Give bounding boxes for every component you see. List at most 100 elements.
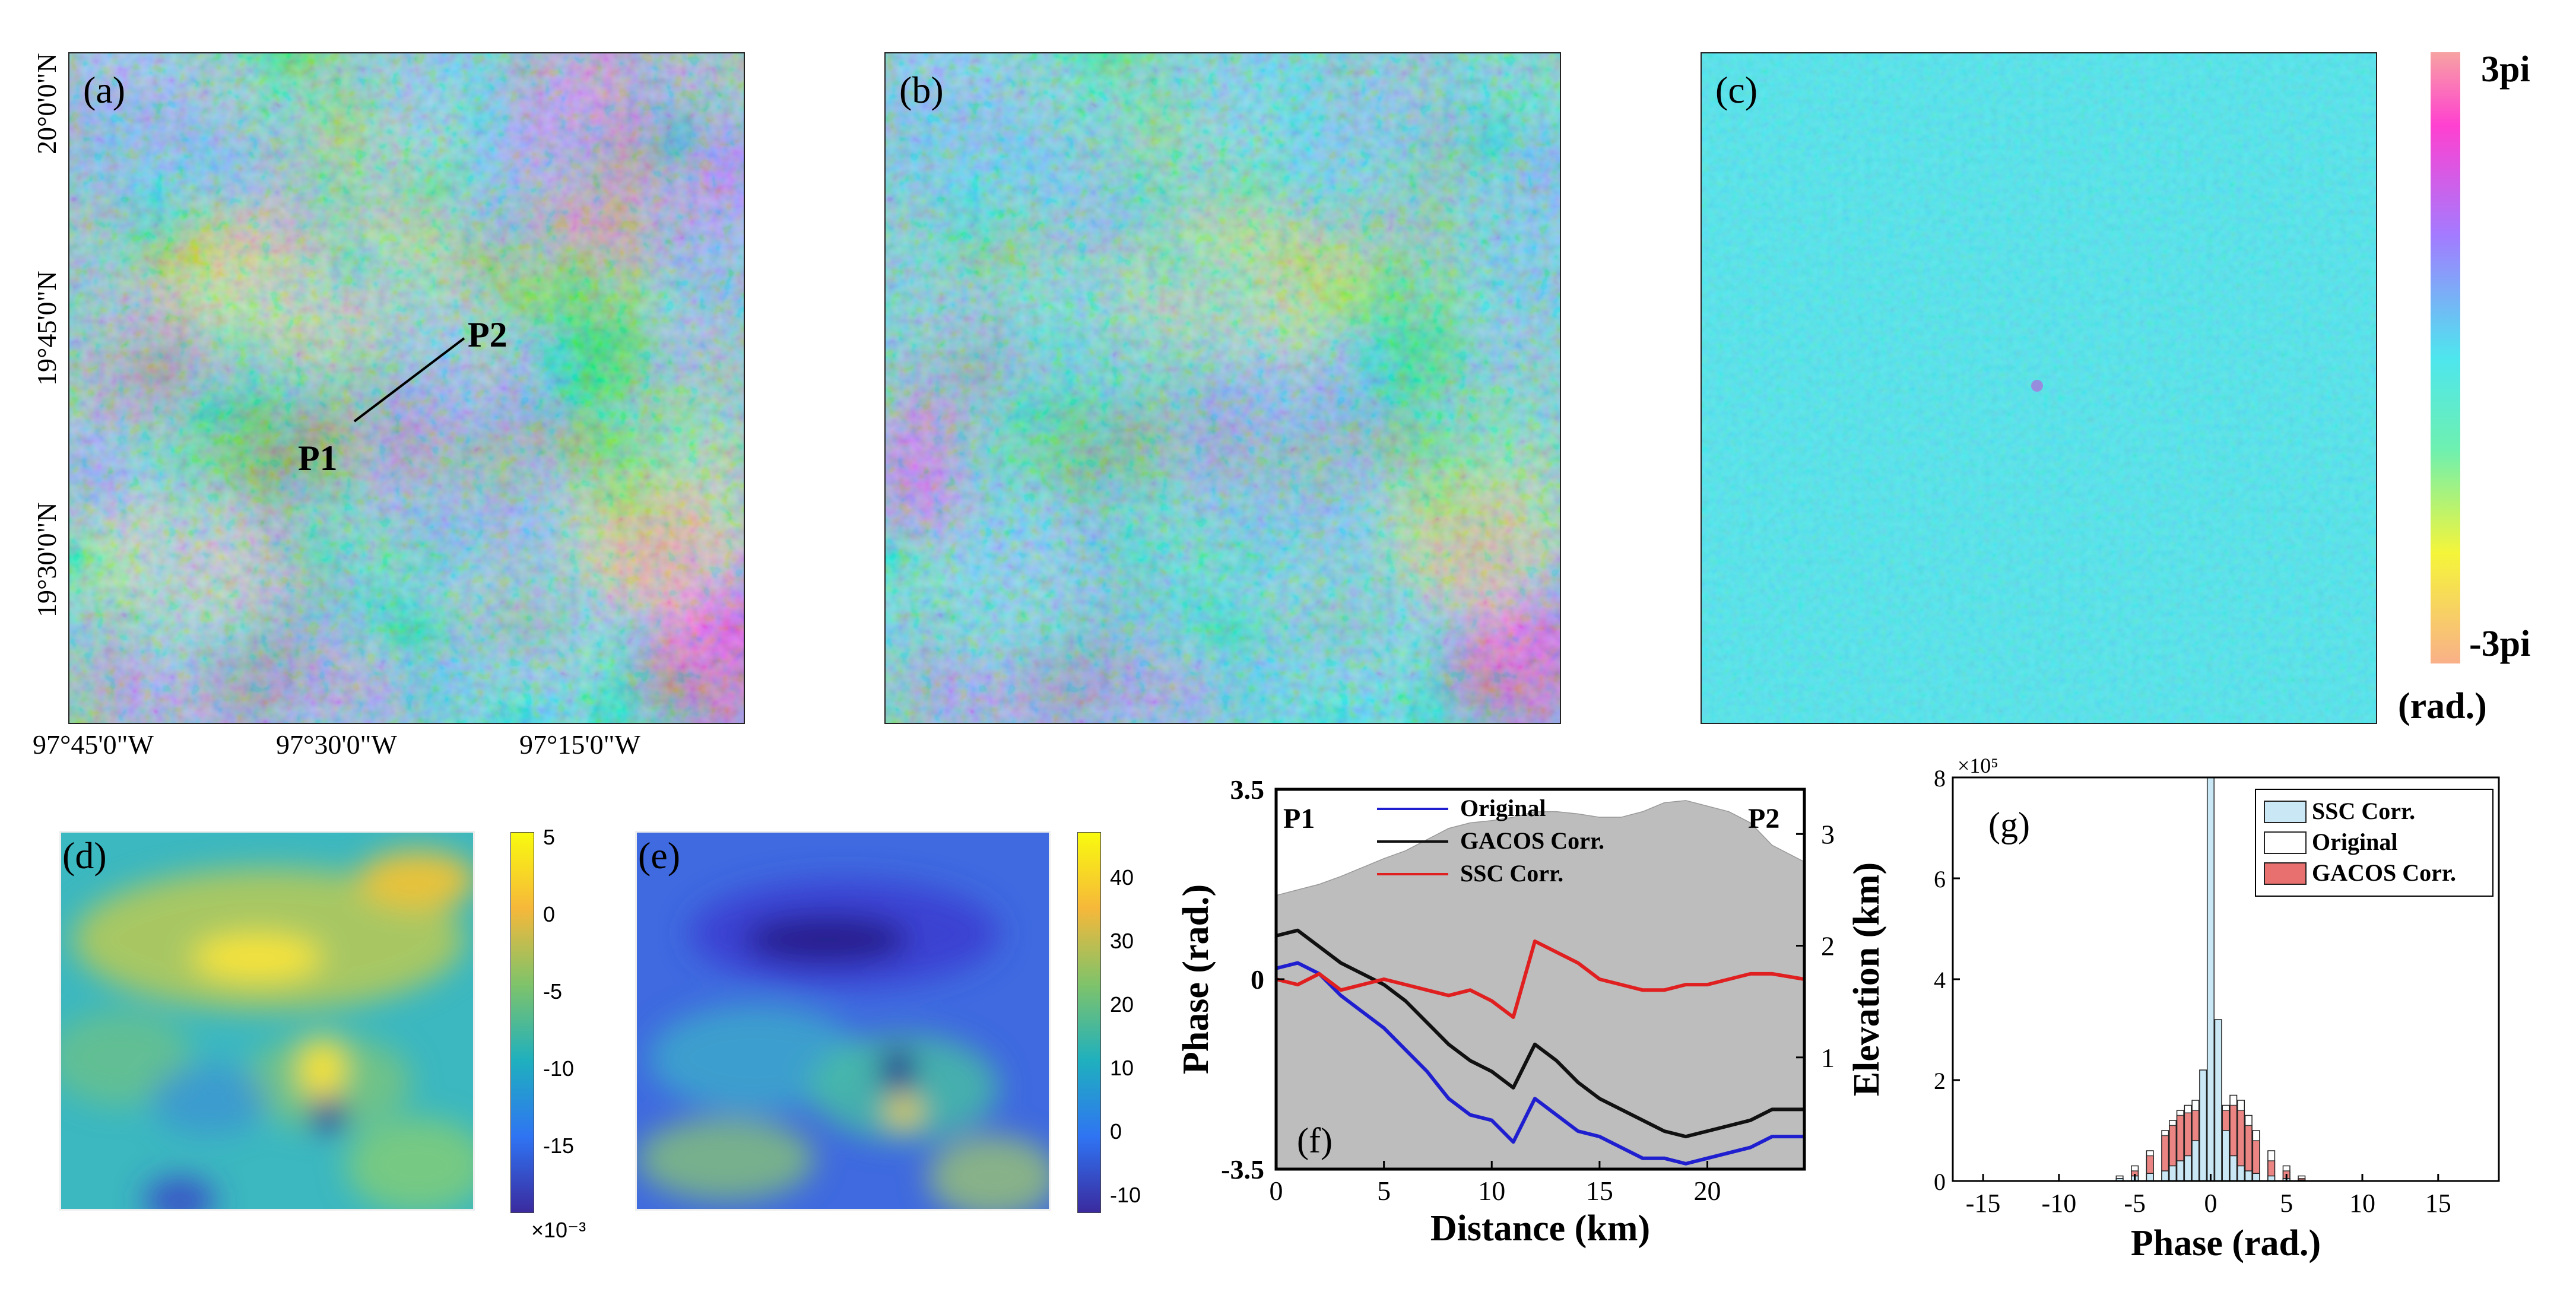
y-tick-label: -3.5 <box>1221 1154 1264 1185</box>
map-b-image <box>886 53 1560 723</box>
x-tick-label: -15 <box>1966 1189 2001 1218</box>
histogram-bar-ssc-corr- <box>2146 1173 2154 1182</box>
x-tick-label: 15 <box>1586 1176 1613 1206</box>
colorbar-d-exponent: ×10⁻³ <box>531 1218 586 1242</box>
colorbar-e-tick: -10 <box>1110 1183 1141 1207</box>
legend-label: GACOS Corr. <box>2312 859 2456 886</box>
histogram-bar-ssc-corr- <box>2214 1019 2222 1182</box>
y2-tick-label: 1 <box>1821 1043 1835 1073</box>
x-tick-label: 5 <box>2280 1189 2293 1218</box>
legend-label: Original <box>2312 828 2397 855</box>
histogram-bar-ssc-corr- <box>2184 1155 2192 1182</box>
profile-line <box>353 337 465 423</box>
y-tick-label: 8 <box>1934 765 1946 792</box>
profile-end-label: P2 <box>1748 803 1779 834</box>
histogram-chart: -15 -10 -5 0 5 10 15 0 2 4 6 8 ×10⁵ Phase (rad.) (g) SS… <box>1934 754 2500 1263</box>
lat-tick-label: 20°0'0"N <box>31 53 62 154</box>
panel-label-f: (f) <box>1297 1121 1333 1160</box>
y-tick-label: 0 <box>1934 1169 1946 1195</box>
x-tick-label: -5 <box>2124 1189 2146 1218</box>
lat-tick-label: 19°30'0"N <box>31 502 62 617</box>
y2-tick-label: 3 <box>1821 819 1835 849</box>
map-d-image <box>61 833 473 1209</box>
colorbar-e-tick: 20 <box>1110 992 1134 1017</box>
phase-colorbar <box>2431 52 2460 663</box>
histogram-bar-ssc-corr- <box>2199 1069 2207 1182</box>
map-panel-c <box>1701 52 2377 724</box>
x-tick-label: 0 <box>2204 1189 2217 1218</box>
legend-label: SSC Corr. <box>2312 798 2415 824</box>
colorbar-d <box>510 832 534 1213</box>
panel-label-a: (a) <box>83 69 126 111</box>
y-axis-label: Phase (rad.) <box>1176 884 1216 1074</box>
y-tick-label: 0 <box>1251 964 1264 995</box>
y-exponent-label: ×10⁵ <box>1958 754 1998 777</box>
map-e-image <box>637 833 1049 1209</box>
colorbar-d-tick: -10 <box>543 1056 575 1081</box>
x-tick-label: -10 <box>2042 1189 2077 1218</box>
series-line-original <box>1276 961 1804 1166</box>
histogram-bar-ssc-corr- <box>2229 1155 2238 1182</box>
map-a-image <box>69 53 744 723</box>
colorbar-e-tick: 30 <box>1110 929 1134 953</box>
profile-end-label: P2 <box>468 315 507 354</box>
lon-tick-label: 97°45'0"W <box>33 729 154 760</box>
legend-label: Original <box>1460 795 1546 821</box>
legend-swatch <box>2264 831 2307 854</box>
series-line-gacos-corr- <box>1276 928 1804 1139</box>
y2-axis-label: Elevation (km) <box>1847 862 1887 1096</box>
histogram-bar-ssc-corr- <box>2252 1173 2260 1182</box>
phase-colorbar-max: 3pi <box>2481 49 2530 90</box>
colorbar-e-tick: 10 <box>1110 1056 1134 1080</box>
lat-tick-label: 19°45'0"N <box>31 271 62 386</box>
x-tick-label: 20 <box>1694 1176 1721 1206</box>
map-panel-e <box>635 831 1051 1211</box>
legend-label: GACOS Corr. <box>1460 827 1604 854</box>
colorbar-d-tick: 0 <box>543 902 556 926</box>
y-tick-label: 6 <box>1934 866 1946 893</box>
elevation-area <box>1276 800 1805 1170</box>
profile-start-label: P1 <box>1283 803 1315 834</box>
panel-label-b: (b) <box>899 69 944 111</box>
y2-tick-label: 2 <box>1821 931 1835 961</box>
x-tick-label: 15 <box>2425 1189 2451 1218</box>
panel-label-c: (c) <box>1715 69 1758 111</box>
lon-tick-label: 97°15'0"W <box>519 729 640 760</box>
colorbar-e-tick: 0 <box>1110 1119 1122 1144</box>
x-axis-label: Distance (km) <box>1430 1208 1650 1249</box>
legend-swatch <box>2264 801 2307 823</box>
map-panel-a <box>68 52 745 724</box>
x-tick-label: 10 <box>1478 1176 1505 1206</box>
series-line-ssc-corr- <box>1276 939 1805 1019</box>
colorbar-d-tick: -15 <box>543 1134 575 1158</box>
map-panel-b <box>884 52 1561 724</box>
histogram-bar-ssc-corr- <box>2222 1130 2230 1182</box>
colorbar-e-tick: 40 <box>1110 865 1134 890</box>
x-axis-label: Phase (rad.) <box>2131 1223 2321 1263</box>
y-tick-label: 2 <box>1934 1068 1946 1094</box>
y-tick-label: 4 <box>1934 967 1946 993</box>
histogram-bar-ssc-corr- <box>2169 1165 2177 1182</box>
panel-label-g: (g) <box>1988 805 2030 844</box>
lon-tick-label: 97°30'0"W <box>276 729 397 760</box>
colorbar-e <box>1077 832 1101 1213</box>
histogram-bar-ssc-corr- <box>2176 1160 2184 1182</box>
histogram-bar-ssc-corr- <box>2191 1140 2200 1182</box>
map-c-image <box>1702 53 2376 723</box>
phase-colorbar-unit: (rad.) <box>2398 686 2487 726</box>
panel-label-d: (d) <box>62 834 107 877</box>
histogram-bar-ssc-corr- <box>2237 1165 2245 1182</box>
legend-swatch <box>2264 862 2307 885</box>
x-tick-label: 5 <box>1377 1176 1391 1206</box>
phase-colorbar-min: -3pi <box>2469 624 2531 664</box>
histogram-bar-ssc-corr- <box>2244 1170 2253 1182</box>
histogram-bar-ssc-corr- <box>2161 1170 2169 1182</box>
x-tick-label: 0 <box>1270 1176 1283 1206</box>
x-tick-label: 10 <box>2349 1189 2375 1218</box>
legend-label: SSC Corr. <box>1460 860 1563 887</box>
colorbar-d-tick: 5 <box>543 825 556 849</box>
histogram-bar-ssc-corr- <box>2206 777 2215 1182</box>
colorbar-d-tick: -5 <box>543 979 563 1004</box>
profile-start-label: P1 <box>298 439 338 478</box>
